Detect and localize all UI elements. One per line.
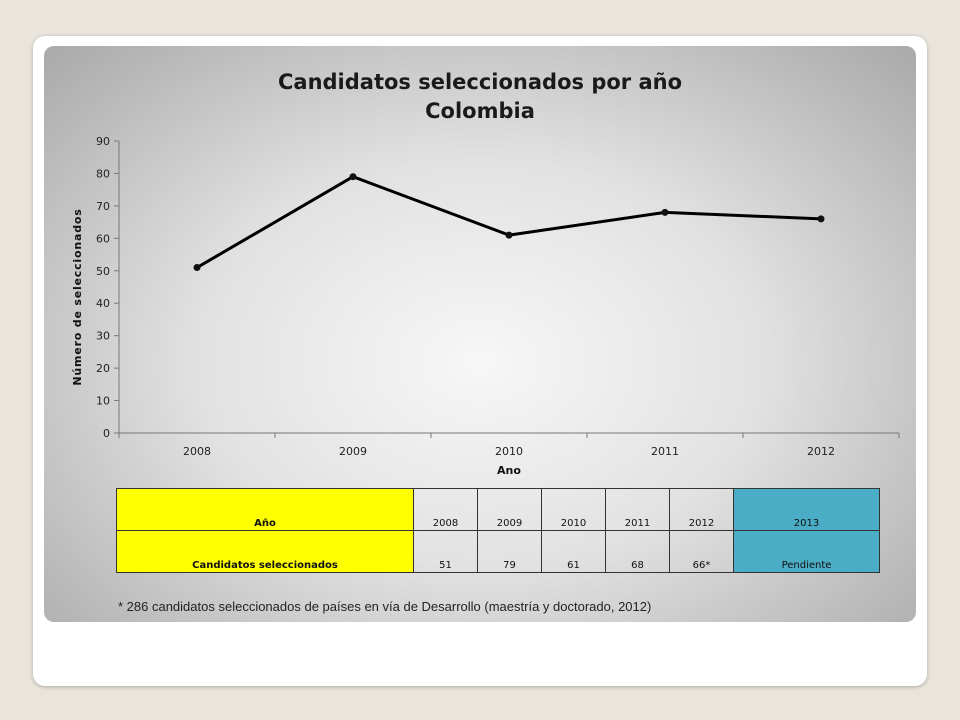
table-header-candidates: Candidatos seleccionados xyxy=(116,530,414,573)
line-chart: 0 10 20 30 40 50 60 70 80 90 2008 2009 2010 2011 2012 A… xyxy=(71,135,900,477)
footnote: * 286 candidatos seleccionados de países… xyxy=(118,599,652,614)
y-tick-label: 10 xyxy=(96,395,110,408)
table-cell: 61 xyxy=(541,530,606,573)
y-tick-label: 0 xyxy=(103,427,110,440)
table-row-year: Año 2008 2009 2010 2011 2012 2013 xyxy=(116,488,880,531)
data-point-marker xyxy=(193,264,201,272)
y-tick-label: 90 xyxy=(96,135,110,148)
series-line xyxy=(196,175,822,269)
x-tick-label: 2008 xyxy=(183,445,211,458)
x-tick-label: 2012 xyxy=(807,445,835,458)
table-cell: 68 xyxy=(605,530,670,573)
x-tick-label: 2010 xyxy=(495,445,523,458)
data-table: Año 2008 2009 2010 2011 2012 2013 Candid… xyxy=(116,488,880,573)
y-tick-label: 70 xyxy=(96,200,110,213)
table-cell: 66* xyxy=(669,530,734,573)
y-tick-label: 80 xyxy=(96,167,110,180)
chart-panel: Candidatos seleccionados por año Colombi… xyxy=(44,46,916,622)
x-tick-label: 2011 xyxy=(651,445,679,458)
y-tick-label: 20 xyxy=(96,362,110,375)
table-cell: 2010 xyxy=(541,488,606,531)
table-cell: 79 xyxy=(477,530,542,573)
data-point-marker xyxy=(661,208,669,216)
table-row-candidates: Candidatos seleccionados 51 79 61 68 66*… xyxy=(116,530,880,573)
table-header-year: Año xyxy=(116,488,414,531)
table-cell: 2012 xyxy=(669,488,734,531)
chart-title-block: Candidatos seleccionados por año Colombi… xyxy=(44,68,916,126)
y-axis-title: Número de seleccionados xyxy=(71,208,84,385)
data-point-marker xyxy=(817,215,825,223)
table-cell: 2008 xyxy=(413,488,478,531)
table-cell-pending: Pendiente xyxy=(733,530,880,573)
data-point-marker xyxy=(505,231,513,239)
x-axis-title: Ano xyxy=(497,464,521,477)
chart-subtitle: Colombia xyxy=(425,99,535,123)
y-tick-label: 60 xyxy=(96,232,110,245)
chart-title: Candidatos seleccionados por año xyxy=(277,70,682,94)
table-cell: 2009 xyxy=(477,488,542,531)
y-tick-label: 50 xyxy=(96,265,110,278)
x-tick-label: 2009 xyxy=(339,445,367,458)
y-tick-label: 30 xyxy=(96,330,110,343)
y-tick-label: 40 xyxy=(96,297,110,310)
table-cell-2013: 2013 xyxy=(733,488,880,531)
table-cell: 2011 xyxy=(605,488,670,531)
data-point-marker xyxy=(349,173,357,181)
table-cell: 51 xyxy=(413,530,478,573)
